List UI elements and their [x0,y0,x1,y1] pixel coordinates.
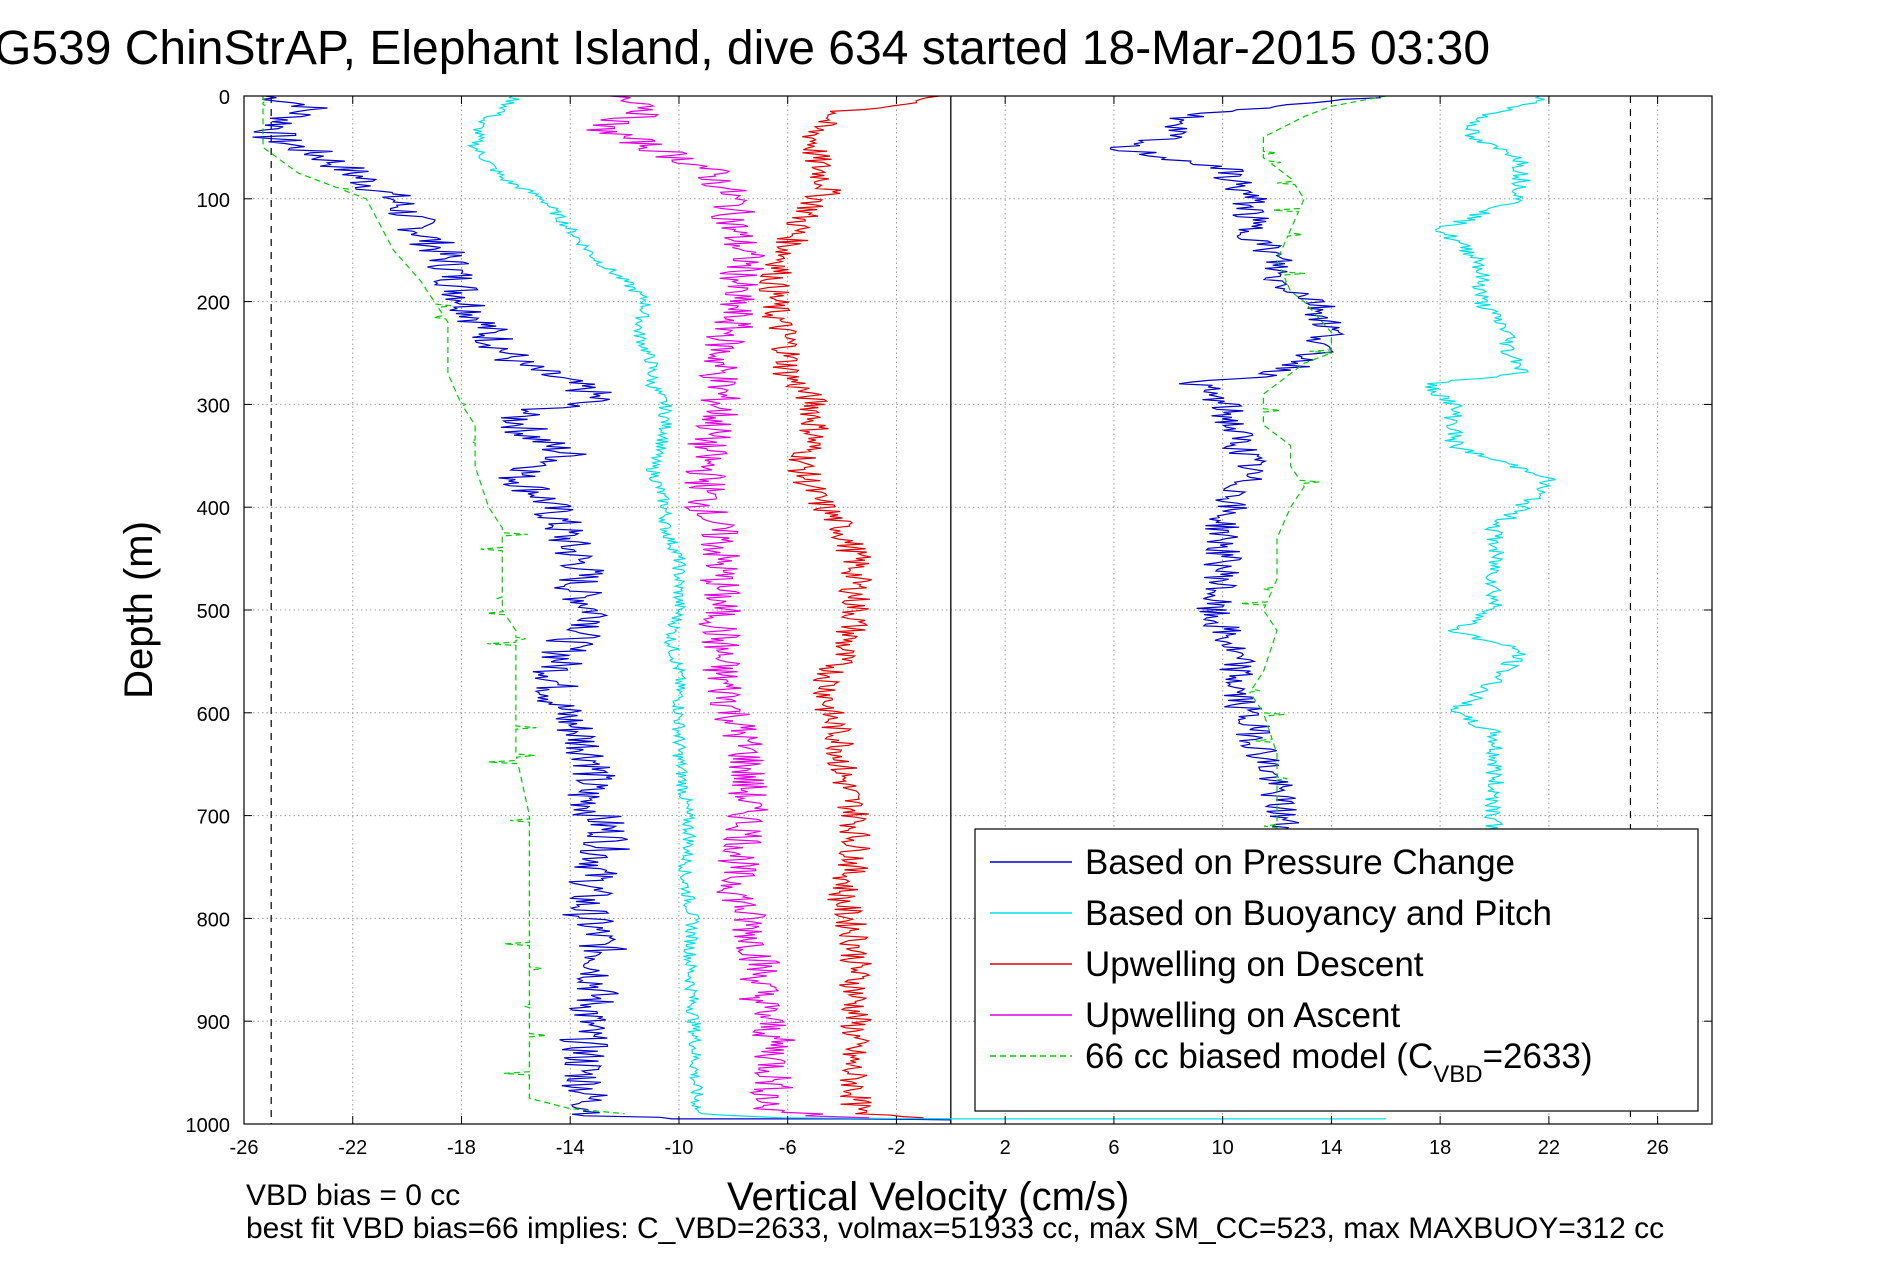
x-tick-label: 18 [1429,1137,1451,1159]
y-tick-label: 700 [197,807,230,829]
legend-label-main: 66 cc biased model (C [1085,1037,1433,1076]
series-line [252,96,951,1121]
legend: Based on Pressure Change Based on Buoyanc… [974,828,1699,1112]
x-tick-label: 22 [1538,1137,1560,1159]
x-axis-label: Vertical Velocity (cm/s) [727,1175,1129,1219]
legend-box [974,828,1699,1112]
series-line [262,96,625,1115]
chart-title: G539 ChinStrAP, Elephant Island, dive 63… [0,22,1490,75]
series-line [1425,96,1556,832]
x-axis-ticks: -26 -22 -18 -14 -10 -6 -2 2 6 10 14 18 22 26 [230,96,1669,1159]
x-tick-label: -14 [556,1137,585,1159]
y-axis-label: Depth (m) [117,521,161,699]
series-line [758,96,940,1119]
series-line [586,96,870,1119]
x-tick-label: 10 [1212,1137,1234,1159]
y-tick-label: 400 [197,498,230,520]
legend-label-tail: =2633) [1483,1037,1593,1076]
x-tick-label: -6 [779,1137,797,1159]
x-tick-label: 26 [1647,1137,1669,1159]
y-tick-label: 0 [219,87,230,109]
x-tick-label: -18 [447,1137,476,1159]
series-line [1240,96,1386,831]
y-tick-label: 500 [197,601,230,623]
series-line [466,96,1386,1120]
y-tick-label: 300 [197,395,230,417]
y-tick-label: 800 [197,909,230,931]
x-tick-label: -22 [338,1137,367,1159]
y-tick-label: 900 [197,1012,230,1034]
x-tick-label: -2 [888,1137,906,1159]
legend-label: Upwelling on Descent [1085,945,1424,984]
x-tick-label: 6 [1108,1137,1119,1159]
legend-label: 66 cc biased model (CVBD=2633) [1085,1037,1593,1088]
annotation-best-fit: best fit VBD bias=66 implies: C_VBD=2633… [246,1212,1664,1245]
x-tick-label: 2 [1000,1137,1011,1159]
x-tick-label: 14 [1320,1137,1342,1159]
reference-lines [270,96,1632,1124]
legend-label: Based on Pressure Change [1085,843,1515,882]
y-tick-label: 600 [197,704,230,726]
y-axis-ticks: 0 100 200 300 400 500 600 700 800 900 1000 [186,87,1712,1137]
legend-label-subscript: VBD [1433,1061,1482,1088]
y-tick-label: 1000 [186,1115,231,1137]
series-layer [252,96,1556,1121]
annotation-vbd-bias: VBD bias = 0 cc [246,1179,460,1212]
x-tick-label: -10 [665,1137,694,1159]
legend-label: Upwelling on Ascent [1085,996,1400,1035]
legend-label: Based on Buoyancy and Pitch [1085,894,1552,933]
series-line [1109,96,1382,832]
y-tick-label: 200 [197,293,230,315]
x-tick-label: -26 [230,1137,259,1159]
y-tick-label: 100 [197,190,230,212]
